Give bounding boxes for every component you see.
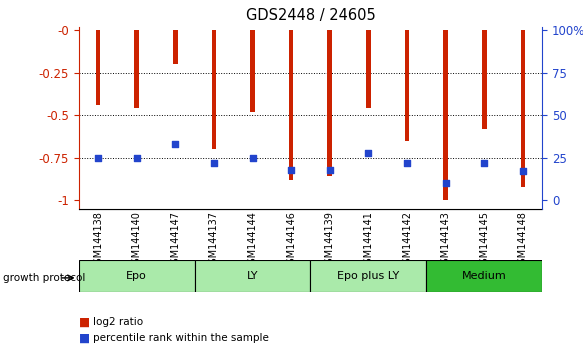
Text: LY: LY bbox=[247, 271, 258, 281]
Point bbox=[518, 169, 528, 174]
Bar bbox=[195, 260, 310, 292]
Bar bbox=[289, 30, 293, 180]
Bar bbox=[134, 30, 139, 108]
Text: GSM144140: GSM144140 bbox=[132, 211, 142, 270]
Text: ■: ■ bbox=[79, 332, 90, 344]
Text: Epo plus LY: Epo plus LY bbox=[337, 271, 399, 281]
Text: GSM144146: GSM144146 bbox=[286, 211, 296, 270]
Point bbox=[248, 155, 257, 161]
Text: GSM144138: GSM144138 bbox=[93, 211, 103, 270]
Bar bbox=[96, 30, 100, 105]
Text: GSM144139: GSM144139 bbox=[325, 211, 335, 270]
Bar bbox=[79, 260, 195, 292]
Point bbox=[441, 181, 450, 186]
Point bbox=[209, 160, 219, 166]
Bar bbox=[212, 30, 216, 149]
Text: GSM144145: GSM144145 bbox=[479, 211, 489, 270]
Bar bbox=[173, 30, 178, 64]
Bar bbox=[366, 30, 371, 108]
Text: GSM144137: GSM144137 bbox=[209, 211, 219, 270]
Bar bbox=[405, 30, 409, 141]
Point bbox=[402, 160, 412, 166]
Point bbox=[480, 160, 489, 166]
Bar bbox=[310, 260, 426, 292]
Point bbox=[171, 141, 180, 147]
Point bbox=[286, 167, 296, 172]
Bar bbox=[250, 30, 255, 112]
Text: GSM144142: GSM144142 bbox=[402, 211, 412, 270]
Text: percentile rank within the sample: percentile rank within the sample bbox=[93, 333, 269, 343]
Point bbox=[364, 150, 373, 155]
Bar bbox=[521, 30, 525, 187]
Point bbox=[132, 155, 141, 161]
Text: Medium: Medium bbox=[462, 271, 507, 281]
Text: GSM144144: GSM144144 bbox=[248, 211, 258, 270]
Text: GSM144143: GSM144143 bbox=[441, 211, 451, 270]
Text: growth protocol: growth protocol bbox=[3, 273, 85, 283]
Text: GSM144147: GSM144147 bbox=[170, 211, 180, 270]
Bar bbox=[443, 30, 448, 200]
Bar bbox=[426, 260, 542, 292]
Bar bbox=[482, 30, 487, 129]
Text: Epo: Epo bbox=[127, 271, 147, 281]
Text: GSM144141: GSM144141 bbox=[363, 211, 373, 270]
Title: GDS2448 / 24605: GDS2448 / 24605 bbox=[245, 7, 375, 23]
Text: ■: ■ bbox=[79, 316, 90, 329]
Text: GSM144148: GSM144148 bbox=[518, 211, 528, 270]
Bar bbox=[328, 30, 332, 177]
Text: log2 ratio: log2 ratio bbox=[93, 317, 143, 327]
Point bbox=[93, 155, 103, 161]
Point bbox=[325, 167, 335, 172]
